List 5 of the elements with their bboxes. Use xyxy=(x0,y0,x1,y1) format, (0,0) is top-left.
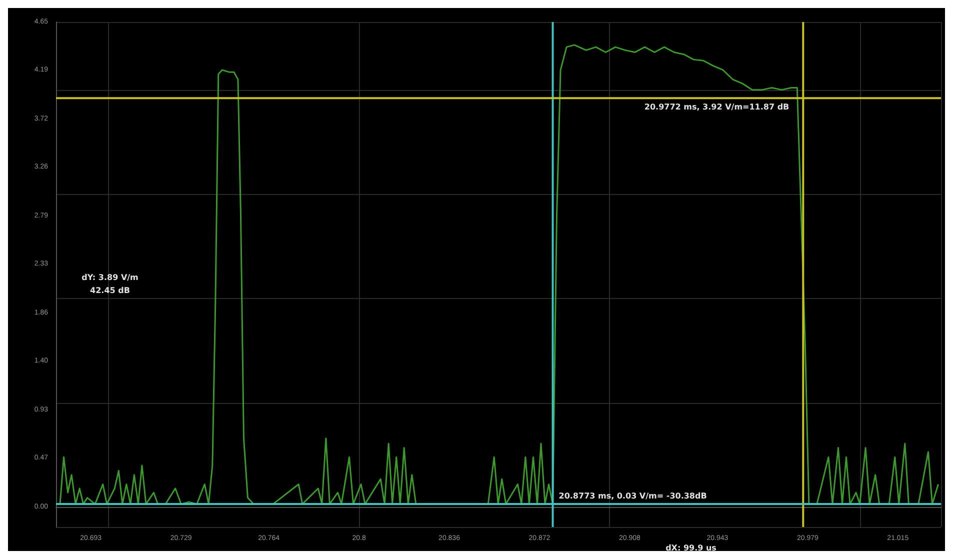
annotation: 20.9772 ms, 3.92 V/m=11.87 dB xyxy=(644,102,790,112)
annotation: 20.8773 ms, 0.03 V/m= -30.38dB xyxy=(558,492,707,501)
text: dX: 99.9 us xyxy=(666,544,717,552)
annotation: dY: 3.89 V/m 42.45 dB xyxy=(82,273,138,295)
line-series xyxy=(59,44,939,505)
